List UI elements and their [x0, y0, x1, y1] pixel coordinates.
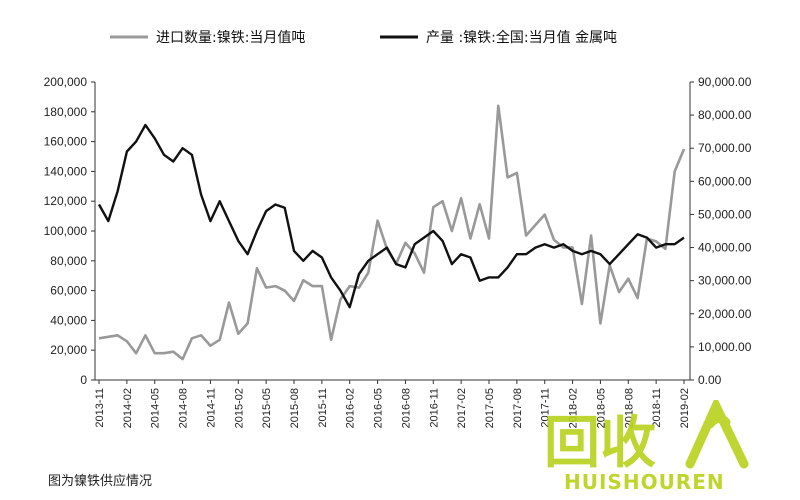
watermark-sub-text: HUISHOUREN	[564, 470, 725, 494]
watermark-person-icon	[685, 395, 749, 469]
legend: 进口数量:镍铁:当月值吨 产量 :镍铁:全国:当月值 金属吨	[110, 29, 617, 46]
x-tick-label: 2014-02	[122, 388, 134, 428]
x-tick-label: 2016-05	[373, 388, 385, 428]
right-tick-label: 60,000.00	[698, 174, 752, 188]
right-tick-label: 40,000.00	[698, 241, 752, 255]
right-tick-label: 90,000.00	[698, 75, 752, 89]
x-tick-label: 2018-11	[651, 388, 663, 428]
watermark-logo: 回收 HUISHOUREN	[540, 395, 770, 496]
figure-caption: 图为镍铁供应情况	[48, 474, 153, 489]
left-tick-label: 120,000	[44, 194, 88, 208]
watermark-main-text: 回收	[544, 411, 656, 476]
x-tick-label: 2016-02	[345, 388, 357, 428]
right-tick-label: 50,000.00	[698, 207, 752, 221]
x-tick-label: 2017-02	[456, 388, 468, 428]
right-tick-label: 20,000.00	[698, 307, 752, 321]
x-tick-label: 2017-11	[540, 388, 552, 428]
x-tick-label: 2016-11	[428, 388, 440, 428]
left-tick-label: 180,000	[44, 105, 88, 119]
left-tick-label: 0	[80, 373, 87, 387]
right-axis-ticks: 0.00 10,000.00 20,000.00 30,000.00 40,000.00…	[690, 75, 752, 387]
right-tick-label: 80,000.00	[698, 108, 752, 122]
x-tick-label: 2013-11	[94, 388, 106, 428]
x-tick-label: 2017-05	[484, 388, 496, 428]
x-tick-label: 2015-08	[289, 388, 301, 428]
x-tick-label: 2015-02	[233, 388, 245, 428]
x-tick-label: 2014-08	[178, 388, 190, 428]
right-tick-label: 30,000.00	[698, 274, 752, 288]
left-tick-label: 80,000	[50, 254, 87, 268]
x-axis-ticks: 2013-11 2014-02 2014-05 2014-08 2014-11 2015-…	[94, 380, 691, 428]
x-tick-label: 2014-05	[150, 388, 162, 428]
x-tick-label: 2018-02	[568, 388, 580, 428]
x-tick-label: 2018-05	[595, 388, 607, 428]
left-tick-label: 60,000	[50, 284, 87, 298]
left-tick-label: 100,000	[44, 224, 88, 238]
left-tick-label: 160,000	[44, 135, 88, 149]
x-tick-label: 2017-08	[512, 388, 524, 428]
series-lines	[97, 104, 686, 361]
left-tick-label: 40,000	[50, 313, 87, 327]
left-axis-ticks: 0 20,000 40,000 60,000 80,000 100,000 120,000 1…	[44, 75, 95, 387]
x-tick-label: 2019-02	[679, 388, 691, 428]
series-line-output	[97, 123, 685, 309]
right-tick-label: 70,000.00	[698, 141, 752, 155]
x-tick-label: 2015-11	[317, 388, 329, 428]
left-tick-label: 200,000	[44, 75, 88, 89]
legend-label-output: 产量 :镍铁:全国:当月值 金属吨	[426, 29, 617, 46]
x-tick-label: 2018-08	[623, 388, 635, 428]
axes	[94, 82, 691, 381]
x-tick-label: 2016-08	[400, 388, 412, 428]
right-tick-label: 10,000.00	[698, 340, 752, 354]
left-tick-label: 140,000	[44, 164, 88, 178]
right-tick-label: 0.00	[698, 373, 722, 387]
left-tick-label: 20,000	[50, 343, 87, 357]
series-line-import	[98, 104, 686, 361]
x-tick-label: 2014-11	[205, 388, 217, 428]
x-tick-label: 2015-05	[261, 388, 273, 428]
legend-label-import: 进口数量:镍铁:当月值吨	[156, 30, 305, 46]
